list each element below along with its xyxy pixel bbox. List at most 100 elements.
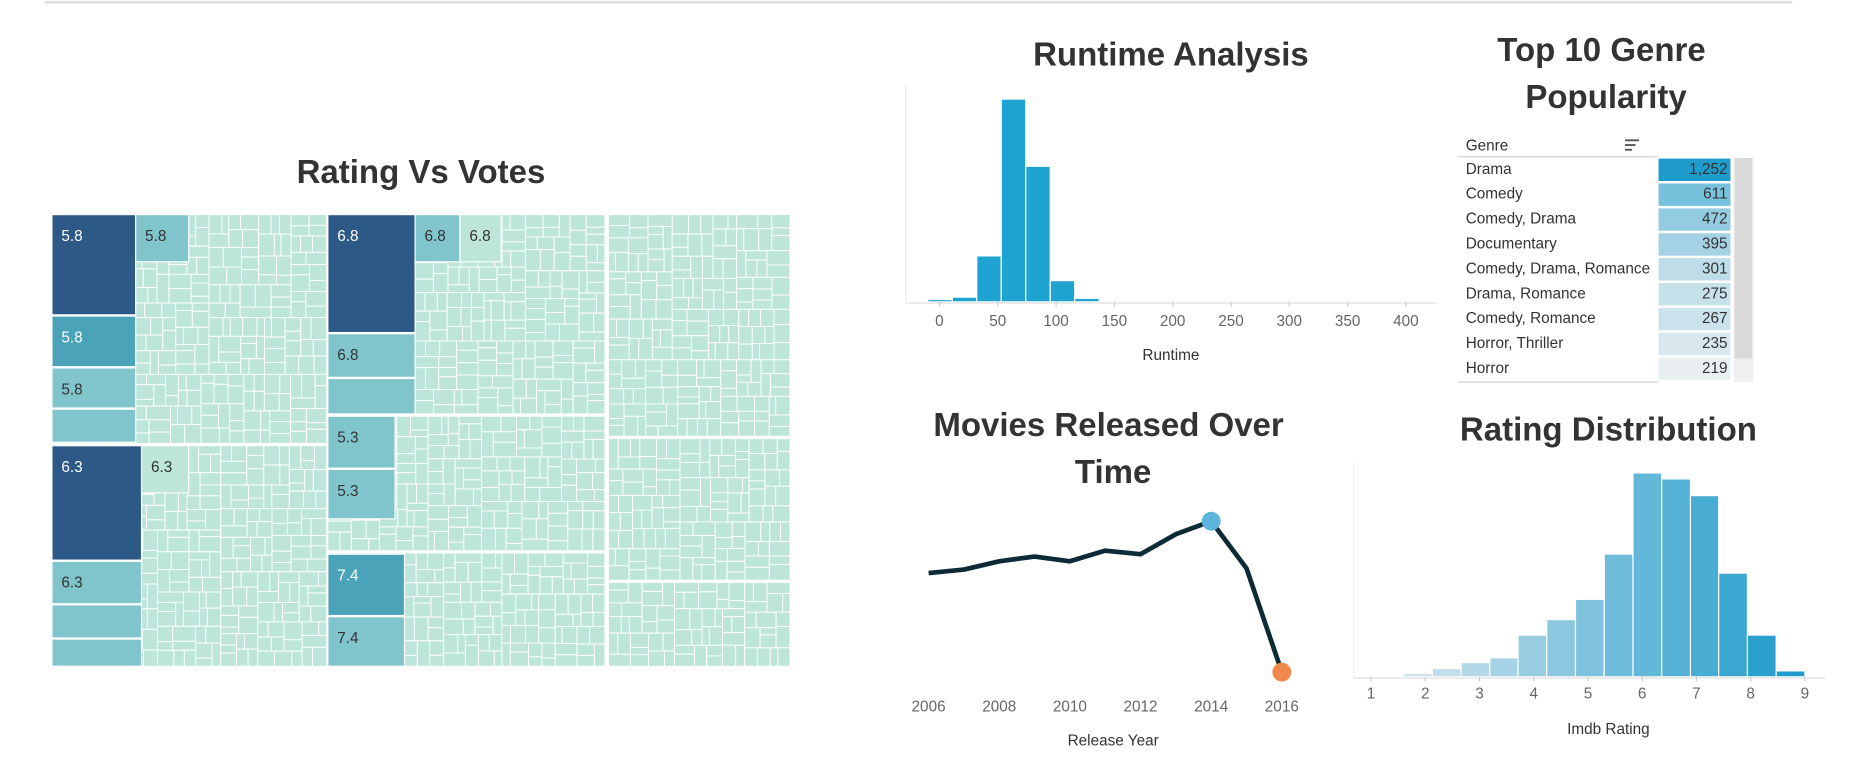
treemap-tile [608, 548, 616, 567]
treemap-tile [748, 438, 764, 454]
treemap-tile [406, 502, 429, 512]
treemap-tile [481, 415, 502, 433]
treemap-tile [305, 428, 328, 444]
treemap-tile [706, 418, 722, 437]
treemap-tile [305, 422, 328, 430]
treemap-tile [671, 214, 690, 235]
treemap-tile [198, 453, 212, 474]
treemap-tile [246, 508, 261, 523]
treemap-tile [769, 647, 779, 667]
treemap-tile [235, 633, 246, 650]
treemap-tile [752, 582, 768, 603]
treemap-tile [447, 415, 460, 435]
treemap-tile [220, 588, 234, 607]
treemap-tile [736, 381, 749, 397]
histogram-bar [951, 296, 978, 303]
treemap-tile [51, 408, 137, 443]
treemap-tile [629, 294, 642, 320]
treemap-tile [301, 634, 328, 648]
treemap-tile [483, 300, 492, 321]
treemap-tile [199, 607, 208, 627]
treemap-tile [722, 644, 737, 667]
treemap-tile [308, 224, 328, 237]
histogram-bar [1489, 657, 1519, 678]
treemap-tile [621, 377, 646, 390]
treemap-tile [716, 582, 730, 601]
treemap-tile [146, 583, 158, 610]
treemap-tile [443, 652, 466, 667]
treemap-tile [312, 469, 328, 492]
treemap-tile [250, 554, 263, 573]
treemap-tile [271, 484, 290, 495]
treemap-tile [211, 642, 222, 667]
treemap-tile [764, 326, 775, 345]
treemap-tile [608, 214, 631, 226]
treemap-tile [177, 405, 193, 425]
treemap-tile [205, 625, 222, 644]
treemap-tile [474, 601, 491, 617]
treemap-tile [576, 472, 594, 491]
treemap-tile [701, 535, 716, 559]
treemap-tile [183, 610, 200, 627]
treemap-tile [229, 284, 241, 304]
treemap-tile [572, 340, 596, 349]
treemap-tile [542, 226, 560, 238]
treemap-tile [771, 234, 791, 252]
treemap-tile [712, 214, 729, 230]
treemap-tile [177, 491, 188, 512]
treemap-tile [512, 358, 523, 380]
highlight-point [1272, 662, 1292, 682]
treemap-tile [768, 395, 777, 416]
scroll-thumb[interactable] [1734, 158, 1753, 359]
treemap-tile [671, 320, 688, 337]
treemap-tile [608, 318, 617, 339]
treemap-tile [195, 657, 213, 667]
treemap-tile [495, 552, 503, 569]
treemap-tile [488, 634, 503, 652]
treemap-tile [147, 287, 158, 304]
treemap-tile [547, 525, 569, 542]
treemap-tile [396, 463, 417, 474]
treemap-tile [541, 642, 556, 659]
treemap-tile [290, 235, 302, 253]
treemap-tile [690, 255, 703, 279]
treemap-tile [462, 618, 476, 636]
tile-label: 6.3 [61, 575, 82, 592]
treemap-tile [731, 616, 746, 634]
sort-icon[interactable] [1624, 139, 1640, 151]
treemap-tile [738, 308, 750, 327]
treemap-tile [284, 355, 300, 375]
treemap-tile [689, 608, 703, 631]
treemap-tile [438, 376, 458, 391]
treemap-tile [184, 423, 202, 444]
treemap-tile [229, 317, 244, 337]
treemap-tile [436, 292, 448, 312]
treemap-tile [608, 306, 631, 320]
treemap-tile [752, 276, 773, 290]
treemap-tile [521, 518, 537, 540]
treemap-tile [743, 228, 760, 252]
genre-title: Top 10 Genre Popularity [1497, 31, 1715, 115]
treemap-tile [246, 445, 265, 457]
treemap-tile [647, 225, 664, 236]
treemap-tile [665, 403, 679, 427]
treemap-tile [157, 350, 177, 366]
treemap-tile [254, 284, 272, 308]
treemap-tile [461, 389, 479, 406]
treemap-tile [507, 501, 523, 514]
treemap-tile [303, 490, 317, 510]
treemap-tile [477, 359, 498, 377]
treemap-tile [673, 591, 685, 610]
treemap-tile [284, 317, 302, 332]
treemap-tile [564, 298, 580, 307]
treemap-tile [273, 650, 293, 667]
treemap-tile [567, 528, 583, 552]
treemap-tile [686, 320, 709, 337]
treemap-tile [664, 527, 681, 550]
line-series [928, 518, 1285, 673]
treemap-tile [456, 374, 479, 391]
treemap-tile [586, 400, 606, 415]
treemap-tile [51, 604, 143, 639]
treemap-tile [228, 214, 242, 231]
treemap-tile [745, 259, 758, 278]
